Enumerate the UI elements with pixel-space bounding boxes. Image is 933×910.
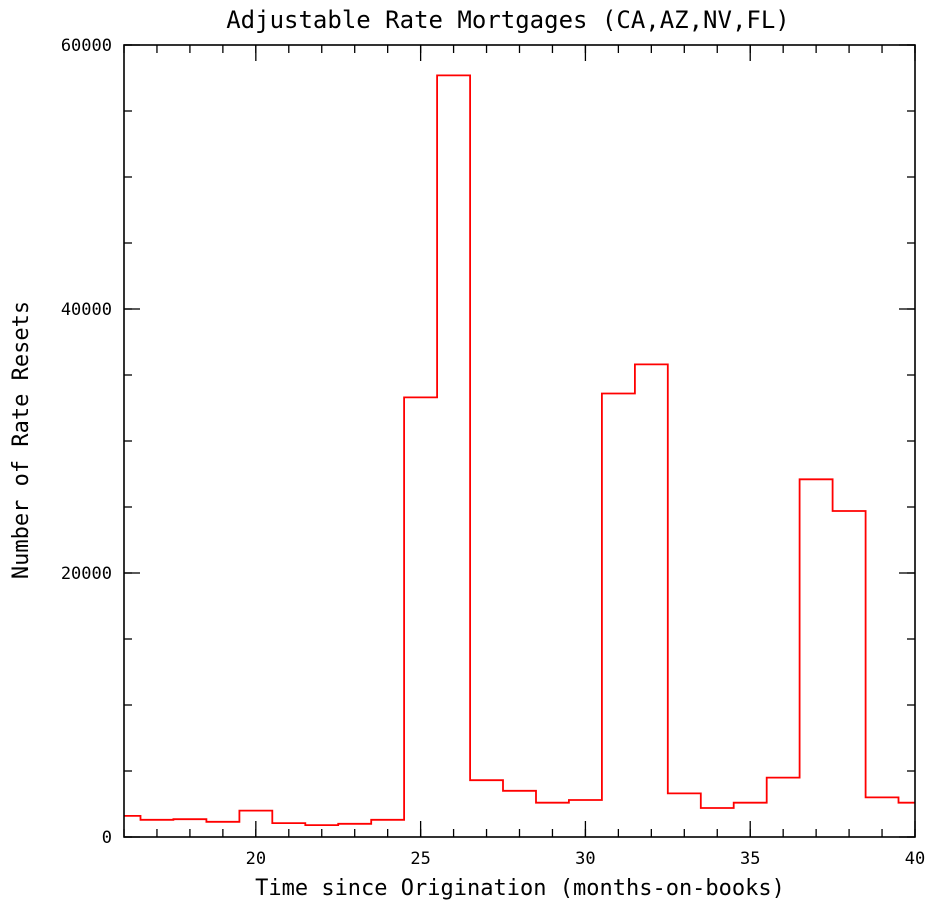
y-axis-label: Number of Rate Resets	[9, 301, 34, 579]
plot-frame	[123, 44, 916, 838]
x-axis-label: Time since Origination (months-on-books)	[255, 876, 785, 901]
y-tick-label: 60000	[61, 36, 112, 56]
y-tick-label: 20000	[61, 564, 112, 584]
x-tick-label: 20	[246, 849, 266, 869]
x-tick-label: 30	[575, 849, 595, 869]
y-tick-label: 40000	[61, 300, 112, 320]
axis-tick-labels: 20 25 30 35 40 0 20000 40000 60000	[61, 36, 925, 869]
x-tick-label: 40	[905, 849, 925, 869]
axis-ticks	[123, 44, 916, 838]
y-tick-label: 0	[102, 828, 112, 848]
x-tick-label: 35	[740, 849, 760, 869]
chart-title: Adjustable Rate Mortgages (CA,AZ,NV,FL)	[226, 6, 790, 34]
histogram-series-line	[124, 74, 915, 826]
x-tick-label: 25	[410, 849, 430, 869]
